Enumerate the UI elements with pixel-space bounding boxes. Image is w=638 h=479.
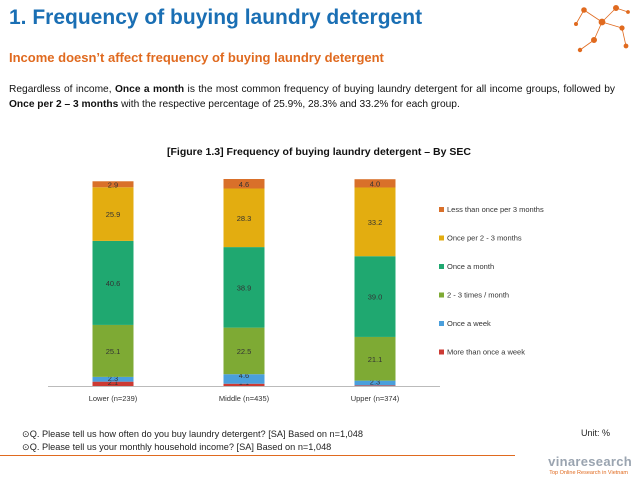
- summary-segment: is the most common frequency of buying l…: [184, 84, 615, 95]
- data-label: 4.0: [370, 179, 380, 188]
- footnotes: ⊙Q. Please tell us how often do you buy …: [22, 428, 363, 454]
- summary-paragraph: Regardless of income, Once a month is th…: [9, 82, 615, 112]
- bar-segment: [354, 336, 396, 381]
- footnote-2: ⊙Q. Please tell us your monthly househol…: [22, 442, 332, 452]
- data-label: 33.2: [368, 218, 383, 227]
- unit-label: Unit: %: [581, 428, 611, 438]
- data-label: 38.9: [237, 283, 252, 292]
- brand-logo: vinaresearch: [548, 454, 632, 469]
- data-label: 2.3: [370, 378, 380, 387]
- page-title: 1. Frequency of buying laundry detergent: [9, 6, 423, 29]
- x-tick-label: Lower (n=239): [89, 394, 138, 403]
- bar-segment: [223, 179, 265, 189]
- data-label: 4.6: [239, 371, 249, 380]
- bar-segment: [92, 381, 134, 386]
- bar-segment: [354, 380, 396, 386]
- legend-entry: 2 - 3 times / month: [447, 291, 509, 300]
- data-label: 2.3: [108, 374, 118, 383]
- data-label: 21.1: [368, 355, 383, 364]
- bar-segment: [92, 240, 134, 325]
- data-label: 4.6: [239, 180, 249, 189]
- summary-segment: Once per 2 – 3 months: [9, 99, 119, 110]
- bar-segment: [223, 247, 265, 328]
- molecule-decoration-icon: [574, 5, 630, 53]
- data-label: 2.1: [108, 378, 118, 387]
- legend-swatch: [439, 264, 444, 269]
- legend-swatch: [439, 235, 444, 241]
- data-label: 40.6: [106, 279, 121, 288]
- legend-swatch: [439, 292, 444, 298]
- legend-entry: Once a week: [447, 319, 491, 328]
- bar-segment: [354, 179, 396, 188]
- footer-brand-bar: [0, 452, 638, 479]
- bar-segment: [223, 327, 265, 375]
- data-label: 25.9: [106, 210, 121, 219]
- summary-segment: Once a month: [115, 84, 185, 95]
- bar-segment: [223, 188, 265, 248]
- bar-segment: [354, 385, 396, 386]
- summary-segment: Regardless of income,: [9, 84, 115, 95]
- legend-swatch: [439, 207, 444, 212]
- legend-entry: More than once a week: [447, 348, 525, 357]
- bar-segment: [354, 256, 396, 337]
- summary-segment: with the respective percentage of 25.9%,…: [118, 99, 460, 110]
- bar-segment: [354, 187, 396, 257]
- bar-segment: [92, 187, 134, 241]
- legend-swatch: [439, 349, 444, 355]
- legend-entry: Less than once per 3 months: [447, 205, 544, 214]
- data-label: 28.3: [237, 214, 252, 223]
- bar-segment: [223, 383, 265, 386]
- data-label: 25.1: [106, 347, 121, 356]
- chart-title: [Figure 1.3] Frequency of buying laundry…: [167, 146, 471, 158]
- legend-entry: Once per 2 - 3 months: [447, 234, 522, 243]
- x-tick-label: Middle (n=435): [219, 394, 270, 403]
- footnote-1: ⊙Q. Please tell us how often do you buy …: [22, 429, 363, 439]
- data-label: 2.9: [108, 180, 118, 189]
- bar-segment: [92, 324, 134, 377]
- bar-segment: [92, 181, 134, 188]
- bar-segment: [223, 374, 265, 384]
- data-label: 39.0: [368, 293, 383, 302]
- legend-swatch: [439, 321, 444, 326]
- brand-tagline: Top Online Research in Vietnam: [549, 470, 628, 476]
- x-tick-label: Upper (n=374): [351, 394, 400, 403]
- page-subtitle: Income doesn’t affect frequency of buyin…: [9, 50, 384, 65]
- bar-segment: [92, 376, 134, 382]
- footer-divider: [0, 455, 515, 456]
- legend-entry: Once a month: [447, 262, 494, 271]
- data-label: 22.5: [237, 347, 252, 356]
